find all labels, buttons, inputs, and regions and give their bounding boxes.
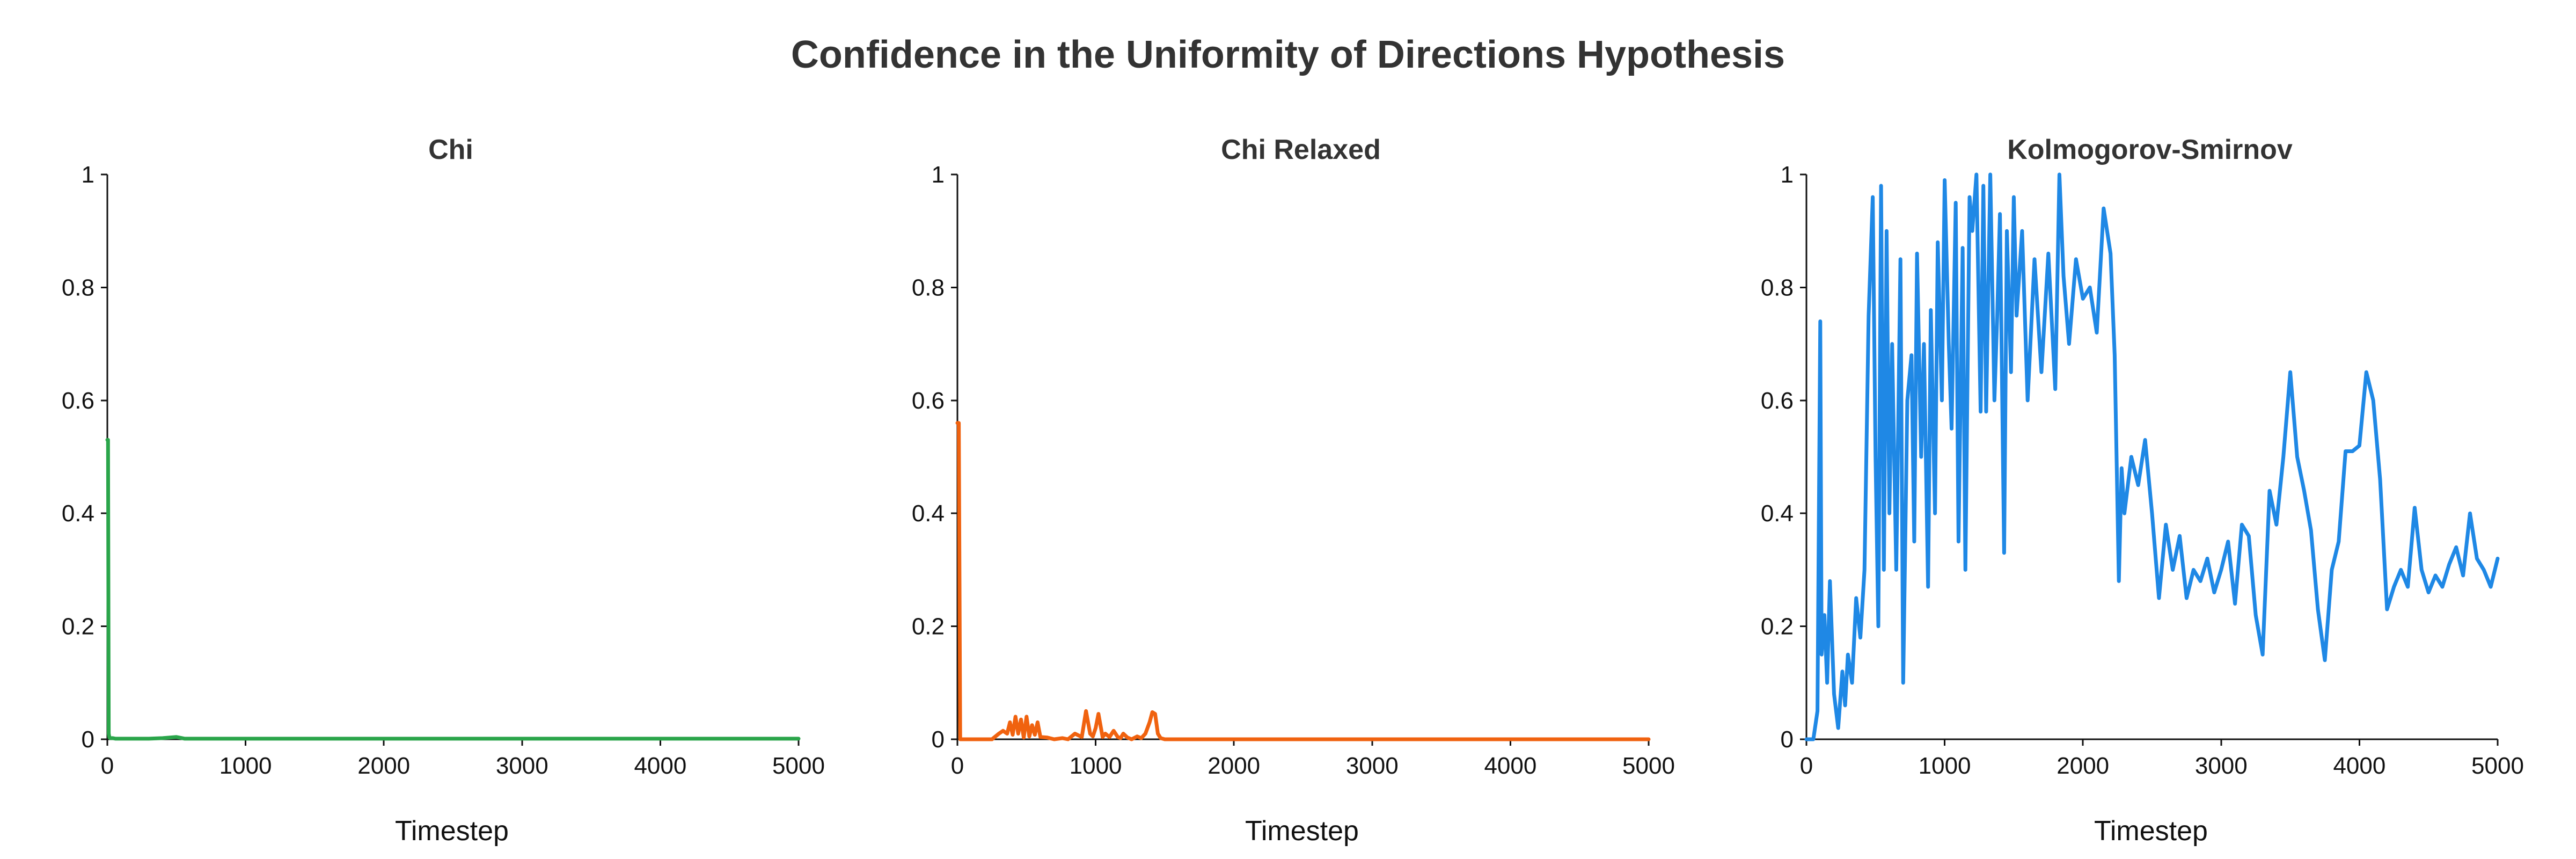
x-tick-label: 1000 — [219, 753, 272, 779]
y-tick-label: 0 — [82, 726, 94, 753]
x-tick-label: 2000 — [2057, 753, 2109, 779]
x-tick-label: 5000 — [2471, 753, 2524, 779]
y-tick-label: 0.2 — [62, 614, 94, 640]
x-tick-label: 0 — [1800, 753, 1813, 779]
series-line-chi-relaxed — [955, 421, 1651, 741]
chart-title-chi: Chi — [428, 134, 473, 165]
chart-panel-chi-relaxed: Chi Relaxed Timestep 0 0.2 0.4 0.6 0.8 1 0 1000… — [912, 134, 1675, 847]
y-tick-label: 0.8 — [912, 274, 945, 301]
x-tick-label: 1000 — [1919, 753, 1971, 779]
x-tick-label: 2000 — [1208, 753, 1260, 779]
chart-panel-chi: Chi Timestep 0 0.2 0.4 0.6 0.8 1 0 1000 2000 3000… — [62, 134, 825, 847]
x-tick-label: 3000 — [2195, 753, 2248, 779]
y-tick-label: 0 — [932, 726, 945, 753]
y-tick-label: 1 — [1781, 162, 1794, 188]
x-axis-label-chi-relaxed: Timestep — [1245, 816, 1359, 847]
y-tick-label: 0.6 — [1761, 388, 1794, 414]
y-tick-label: 0.6 — [62, 388, 94, 414]
x-tick-label: 3000 — [1346, 753, 1399, 779]
x-axis-label-kolmogorov-smirnov: Timestep — [2094, 816, 2208, 847]
y-tick-label: 0.4 — [912, 500, 945, 527]
x-tick-label: 5000 — [1622, 753, 1675, 779]
y-tick-label: 0.8 — [62, 274, 94, 301]
x-tick-label: 4000 — [1484, 753, 1536, 779]
x-tick-label: 2000 — [357, 753, 410, 779]
series-line-kolmogorov-smirnov — [1804, 172, 2500, 741]
x-tick-label: 4000 — [2333, 753, 2385, 779]
x-tick-label: 4000 — [634, 753, 686, 779]
chart-title-chi-relaxed: Chi Relaxed — [1221, 134, 1381, 165]
y-tick-label: 0.4 — [1761, 500, 1794, 527]
figure-title: Confidence in the Uniformity of Directio… — [791, 33, 1785, 76]
y-tick-label: 1 — [932, 162, 945, 188]
chart-panel-kolmogorov-smirnov: Kolmogorov-Smirnov Timestep 0 0.2 0.4 0.6 0.… — [1761, 134, 2524, 847]
x-axis-label-chi: Timestep — [395, 816, 509, 847]
y-tick-label: 0 — [1781, 726, 1794, 753]
y-tick-label: 1 — [82, 162, 94, 188]
series-line-chi — [105, 438, 801, 741]
x-tick-label: 0 — [951, 753, 964, 779]
chart-title-kolmogorov-smirnov: Kolmogorov-Smirnov — [2007, 134, 2293, 165]
y-tick-label: 0.4 — [62, 500, 94, 527]
y-tick-label: 0.8 — [1761, 274, 1794, 301]
x-tick-label: 1000 — [1070, 753, 1122, 779]
x-tick-label: 5000 — [772, 753, 825, 779]
y-tick-label: 0.6 — [912, 388, 945, 414]
y-tick-label: 0.2 — [1761, 614, 1794, 640]
y-tick-label: 0.2 — [912, 614, 945, 640]
x-tick-label: 3000 — [496, 753, 548, 779]
x-tick-label: 0 — [101, 753, 114, 779]
